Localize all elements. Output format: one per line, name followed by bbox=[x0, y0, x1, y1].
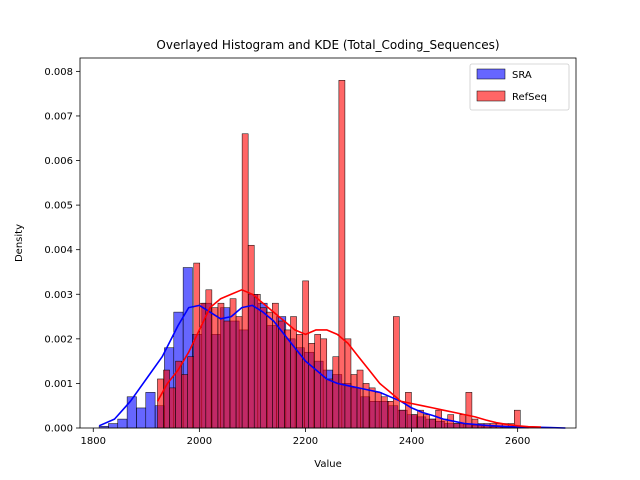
y-tick-label: 0.003 bbox=[44, 290, 73, 301]
x-tick-label: 2600 bbox=[505, 436, 530, 447]
x-tick-label: 2000 bbox=[187, 436, 212, 447]
refseq-bar bbox=[278, 320, 285, 429]
sra-bar bbox=[108, 423, 119, 429]
refseq-bar bbox=[187, 356, 194, 429]
y-tick-label: 0.008 bbox=[44, 67, 73, 78]
legend-label-refseq: RefSeq bbox=[512, 92, 547, 103]
refseq-bar bbox=[272, 302, 279, 429]
refseq-bar bbox=[308, 343, 315, 429]
refseq-bar bbox=[435, 409, 442, 429]
x-tick-label: 1800 bbox=[81, 436, 106, 447]
refseq-bar bbox=[344, 338, 352, 429]
y-tick-label: 0.007 bbox=[44, 111, 73, 122]
refseq-bar bbox=[405, 392, 412, 429]
refseq-bar bbox=[217, 302, 225, 429]
refseq-bar bbox=[253, 294, 261, 429]
refseq-bar bbox=[169, 387, 176, 429]
legend-swatch-refseq bbox=[476, 90, 506, 102]
y-tick-label: 0.006 bbox=[44, 156, 73, 167]
refseq-bar bbox=[350, 374, 358, 429]
y-tick-label: 0.002 bbox=[44, 334, 73, 345]
refseq-bar bbox=[223, 320, 231, 429]
refseq-bar bbox=[459, 414, 467, 429]
legend-swatch-sra bbox=[476, 68, 506, 80]
kde-lines bbox=[98, 288, 566, 429]
refseq-bar bbox=[453, 423, 461, 429]
x-axis: 1800 2000 2200 2400 2600 bbox=[81, 428, 530, 447]
sra-bar bbox=[145, 392, 156, 429]
sra-bar bbox=[136, 407, 147, 429]
y-axis: 0.000 0.001 0.002 0.003 0.004 0.005 0.006 0.007… bbox=[44, 67, 80, 435]
refseq-bar bbox=[380, 396, 388, 429]
refseq-bar bbox=[356, 369, 364, 429]
plot-frame bbox=[79, 57, 577, 429]
refseq-bar bbox=[229, 298, 237, 429]
refseq-bar bbox=[465, 392, 473, 429]
refseq-bar bbox=[411, 414, 418, 429]
y-axis-title: Density bbox=[14, 224, 25, 262]
refseq-bar bbox=[235, 316, 243, 429]
y-tick-label: 0.004 bbox=[44, 245, 73, 256]
refseq-bar bbox=[338, 80, 346, 429]
refseq-bar bbox=[399, 409, 406, 429]
refseq-bar bbox=[296, 334, 303, 429]
refseq-bar bbox=[157, 378, 164, 429]
refseq-bar bbox=[241, 133, 249, 429]
refseq-bar bbox=[326, 378, 334, 429]
refseq-bar bbox=[193, 262, 201, 429]
chart-title: Overlayed Histogram and KDE (Total_Codin… bbox=[156, 38, 499, 52]
refseq-bar bbox=[211, 307, 219, 429]
x-axis-title: Value bbox=[314, 459, 341, 470]
refseq-kde-line bbox=[156, 288, 542, 428]
refseq-bar bbox=[290, 316, 297, 429]
y-tick-label: 0.000 bbox=[44, 424, 73, 435]
refseq-bar bbox=[393, 316, 400, 429]
refseq-bar bbox=[368, 387, 376, 429]
refseq-bar bbox=[314, 334, 321, 429]
refseq-bar bbox=[247, 244, 255, 429]
refseq-bar bbox=[163, 369, 170, 429]
refseq-bar bbox=[387, 401, 394, 429]
x-tick-label: 2200 bbox=[293, 436, 318, 447]
refseq-bar bbox=[260, 307, 267, 429]
refseq-bar bbox=[429, 418, 436, 429]
refseq-bar bbox=[266, 311, 273, 429]
legend: SRA RefSeq bbox=[469, 63, 570, 111]
refseq-bar bbox=[423, 414, 430, 429]
refseq-bar bbox=[332, 356, 340, 429]
y-tick-label: 0.005 bbox=[44, 201, 73, 212]
refseq-bar bbox=[374, 392, 382, 429]
sra-bar bbox=[117, 418, 128, 429]
x-tick-label: 2400 bbox=[399, 436, 424, 447]
refseq-bar bbox=[320, 338, 328, 429]
refseq-bar bbox=[181, 374, 188, 429]
sra-kde-line bbox=[98, 304, 566, 429]
legend-label-sra: SRA bbox=[512, 70, 532, 81]
sra-bar bbox=[126, 396, 137, 429]
refseq-bar bbox=[284, 329, 291, 429]
y-tick-label: 0.001 bbox=[44, 379, 73, 390]
refseq-bar bbox=[302, 280, 309, 429]
